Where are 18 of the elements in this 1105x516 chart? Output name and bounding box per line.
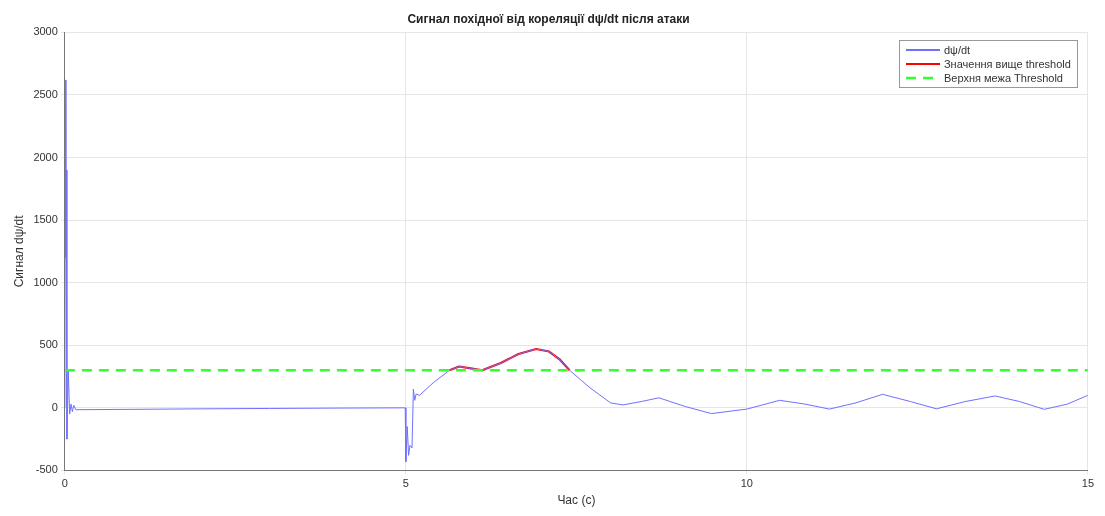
- y-axis-title: Сигнал dψ/dt: [11, 214, 26, 288]
- y-tick-label: 2500: [33, 88, 58, 100]
- legend-label: Верхня межа Threshold: [943, 72, 1063, 85]
- y-tick-label: 500: [39, 338, 58, 351]
- x-tick-label: 15: [1081, 477, 1095, 490]
- legend-label: Значення вище threshold: [943, 58, 1071, 71]
- y-tick-label: 3000: [33, 25, 58, 38]
- y-tick-label: 2000: [33, 150, 58, 163]
- y-tick-label: 1000: [33, 275, 58, 288]
- y-tick-label: -500: [35, 463, 58, 476]
- x-tick-label: 5: [402, 477, 409, 490]
- y-tick-label: 0: [51, 400, 58, 413]
- x-axis-title: Час (с): [557, 493, 596, 508]
- chart-title: Сигнал похідної від кореляції dψ/dt після атаки: [407, 11, 690, 26]
- x-tick-label: 0: [61, 477, 68, 490]
- legend-label: dψ/dt: [943, 44, 971, 57]
- x-tick-label: 10: [740, 477, 753, 490]
- y-tick-label: 1500: [33, 213, 58, 226]
